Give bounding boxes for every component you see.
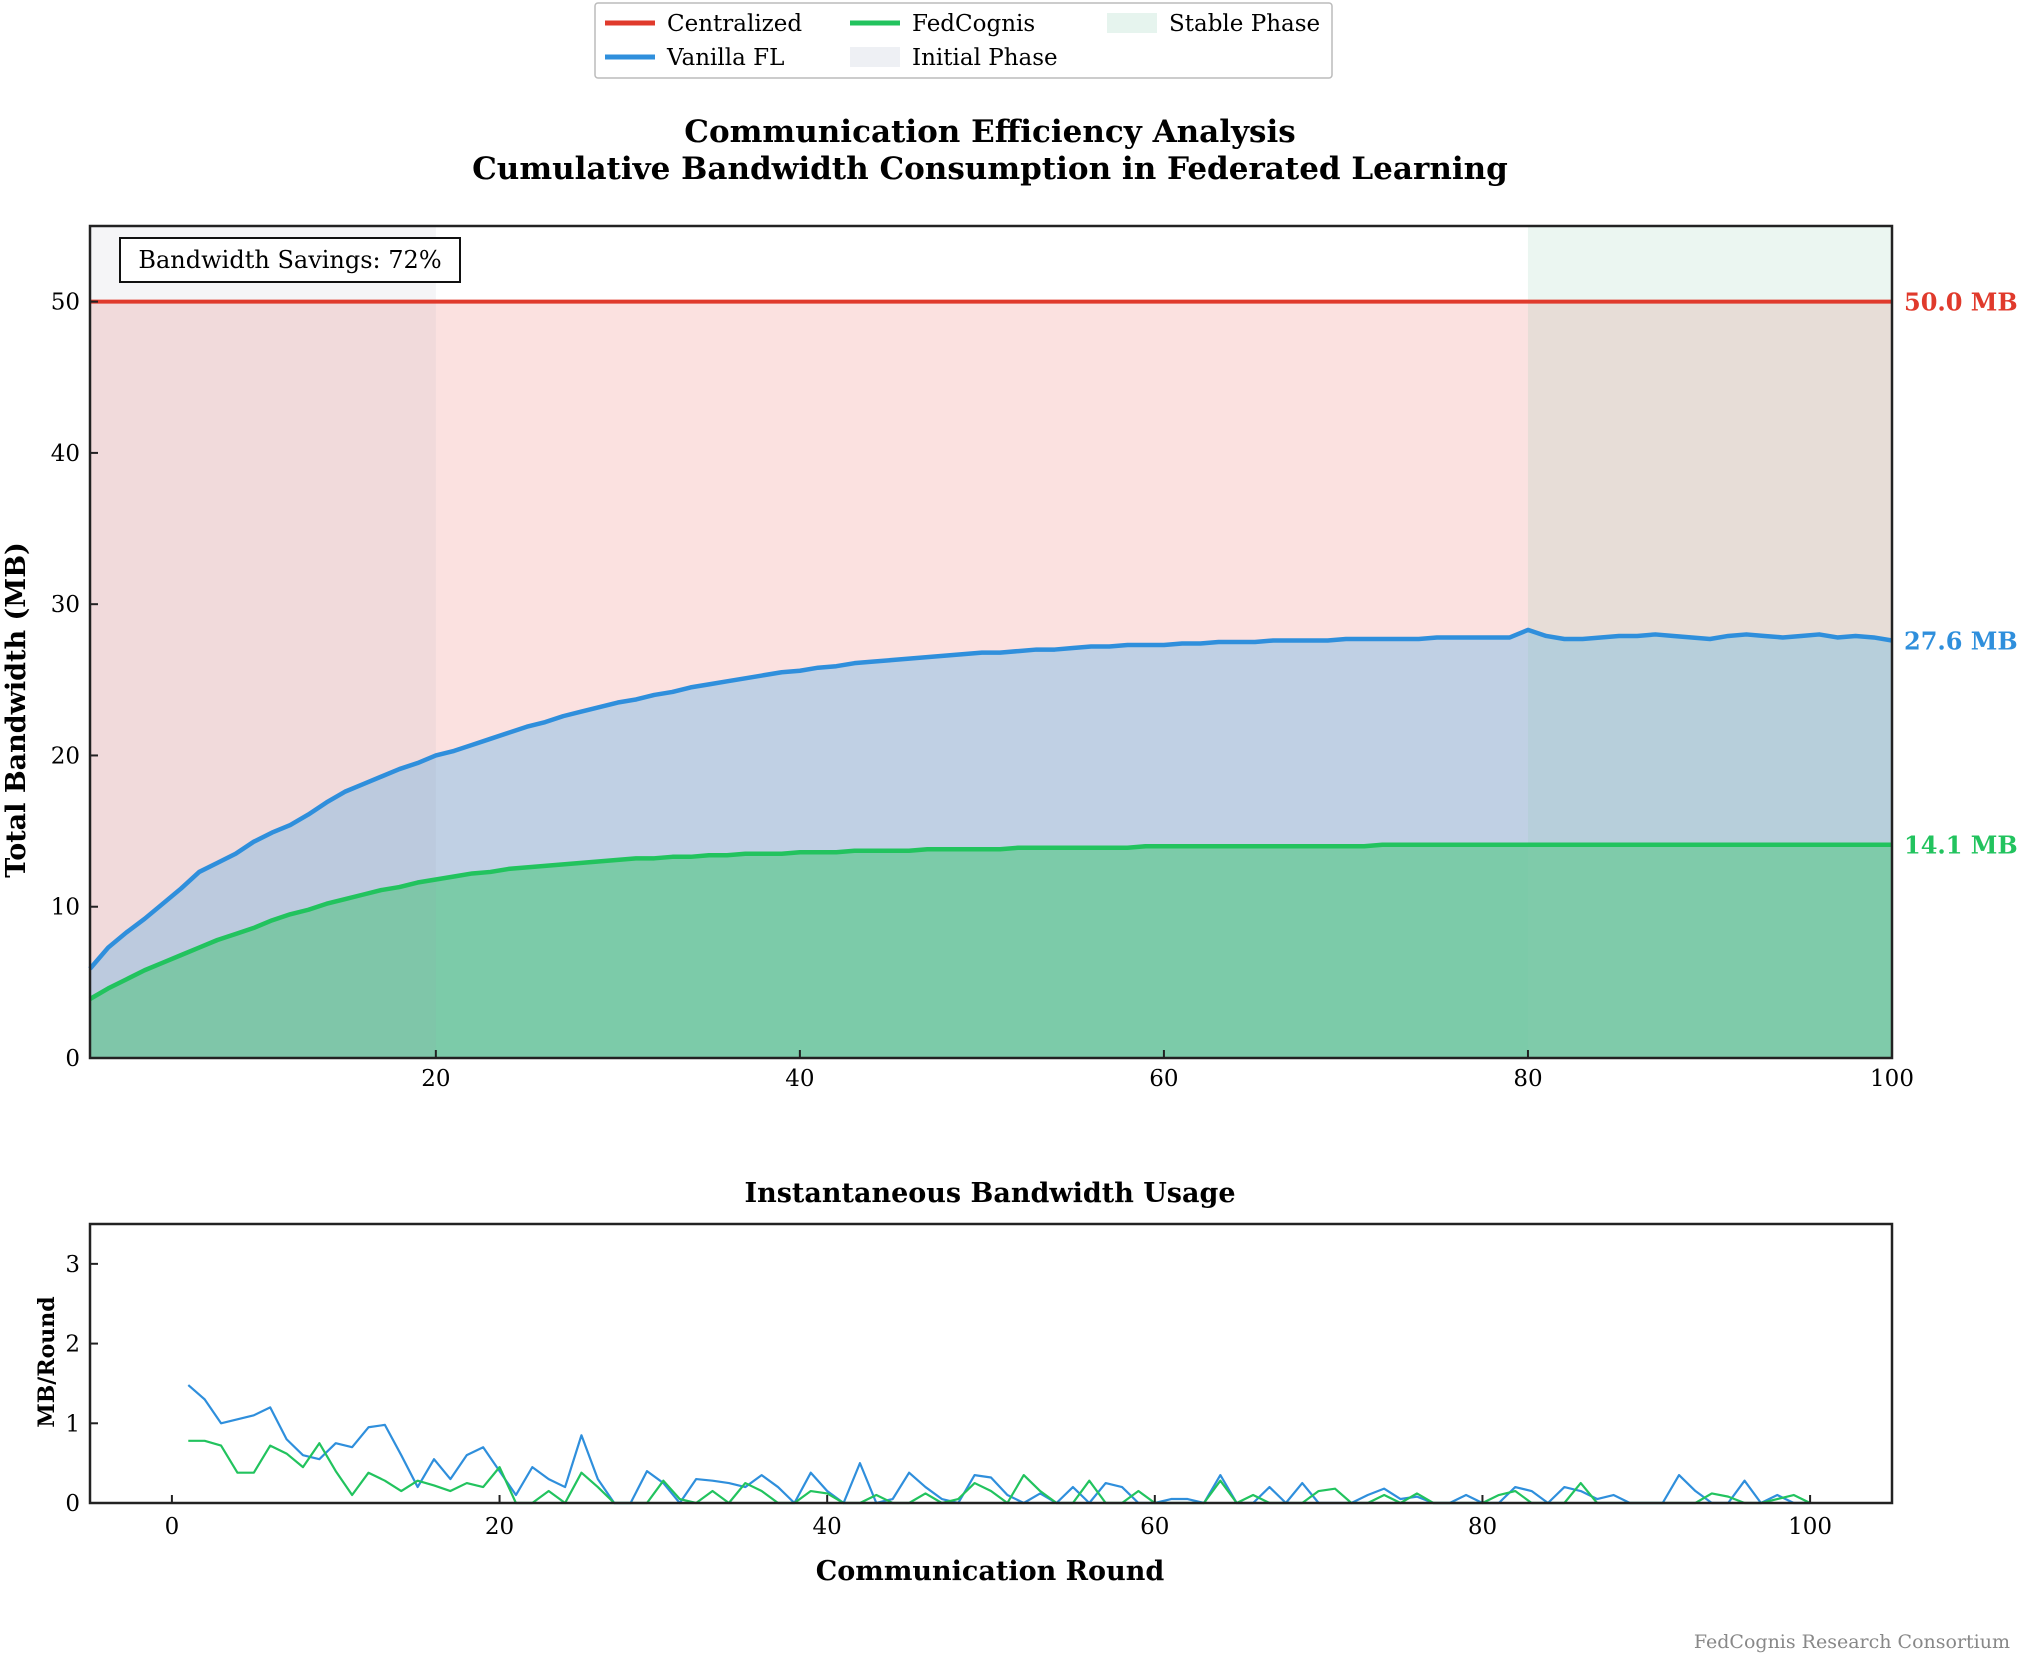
main-plot-frame — [88, 224, 1894, 1060]
end-label-centralized: 50.0 MB — [1904, 288, 2018, 317]
main-x-tick-label: 40 — [785, 1066, 814, 1092]
sub-chart-plot-area: 0 1 2 3 0 20 40 60 80 100 — [65, 1222, 1894, 1540]
bandwidth-savings-label: Bandwidth Savings: 72% — [138, 246, 441, 274]
sub-x-tick-label: 40 — [813, 1514, 842, 1540]
main-y-tick-label: 10 — [51, 895, 80, 921]
main-x-tick-label: 20 — [421, 1066, 450, 1092]
sub-plot-background — [90, 1224, 1892, 1503]
main-chart-y-axis-label: Total Bandwidth (MB) — [1, 542, 32, 878]
sub-x-tick-label: 0 — [165, 1514, 180, 1540]
sub-y-tick-label: 3 — [65, 1252, 80, 1278]
main-x-tick-label: 60 — [1149, 1066, 1178, 1092]
sub-chart-x-axis-label: Communication Round — [816, 1556, 1165, 1587]
sub-plot-frame — [88, 1222, 1894, 1505]
vanilla-fl-line — [88, 627, 1893, 971]
legend: Centralized Vanilla FL FedCognis Initial Ph… — [594, 2, 1333, 79]
end-label-fedcognis: 14.1 MB — [1904, 831, 2018, 860]
sub-chart-title: Instantaneous Bandwidth Usage — [744, 1178, 1235, 1209]
sub-y-tick-label: 0 — [65, 1491, 80, 1517]
legend-swatch-stable-phase — [1107, 13, 1157, 33]
sub-y-tick-label: 2 — [65, 1332, 80, 1358]
sub-x-tick-label: 80 — [1468, 1514, 1497, 1540]
legend-label-vanilla-fl: Vanilla FL — [666, 45, 784, 71]
stable-phase-band — [1527, 226, 1892, 1058]
fedcognis-line — [88, 842, 1892, 1001]
sub-x-tick-label: 60 — [1140, 1514, 1169, 1540]
sub-y-tick-label: 1 — [65, 1411, 80, 1437]
main-x-tick-label: 80 — [1513, 1066, 1542, 1092]
sub-chart-y-axis-label: MB/Round — [34, 1296, 60, 1427]
sub-x-tick-label: 20 — [485, 1514, 514, 1540]
main-y-tick-label: 30 — [51, 592, 80, 618]
legend-label-stable-phase: Stable Phase — [1169, 11, 1320, 37]
main-y-tick-label: 50 — [51, 290, 80, 316]
legend-label-centralized: Centralized — [667, 11, 802, 37]
sub-x-tick-label: 100 — [1788, 1514, 1832, 1540]
footer-credit: FedCognis Research Consortium — [1694, 1631, 2010, 1653]
main-y-tick-label: 20 — [51, 743, 80, 769]
main-chart-title-line-1: Communication Efficiency Analysis — [684, 114, 1295, 150]
main-chart-plot-area: 0 10 20 30 40 50 20 40 60 80 100 Bandwidth Savings:… — [51, 224, 2018, 1092]
main-chart-title-line-2: Cumulative Bandwidth Consumption in Fede… — [472, 151, 1508, 187]
end-label-vanilla-fl: 27.6 MB — [1904, 626, 2018, 655]
legend-label-initial-phase: Initial Phase — [912, 45, 1058, 71]
main-x-tick-label: 100 — [1870, 1066, 1914, 1092]
fedcognis-area — [90, 844, 1892, 1058]
sub-line-vanilla-fl — [187, 1384, 1811, 1505]
legend-swatch-initial-phase — [850, 47, 900, 67]
main-y-tick-label: 0 — [65, 1046, 80, 1072]
bandwidth-savings-box — [119, 237, 461, 283]
initial-phase-band — [90, 226, 436, 1058]
legend-label-fedcognis: FedCognis — [912, 11, 1035, 37]
main-y-tick-label: 40 — [51, 441, 80, 467]
